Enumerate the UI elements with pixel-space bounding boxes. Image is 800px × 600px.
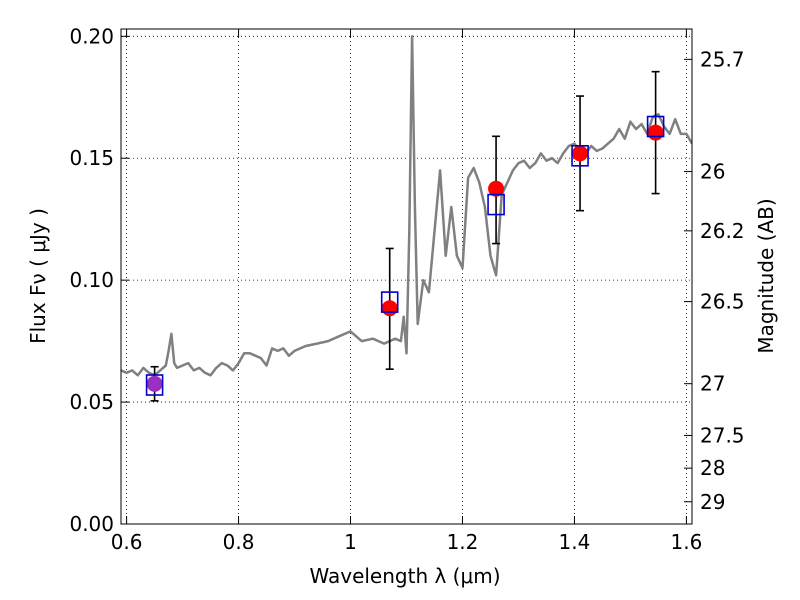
plot-frame [120,28,693,525]
mag-tick-label: 25.7 [700,47,745,71]
mag-tick-label: 27 [700,372,725,396]
y-tick-label: 0.05 [69,390,114,414]
observed-point [488,180,505,197]
data-layer [121,35,692,377]
x-tick-label: 0.8 [223,530,255,554]
model-box [571,144,589,167]
x-axis-label: Wavelength λ (μm) [309,564,500,588]
axes: 0.6 0.8 1 1.2 1.4 1.6 0.00 0.05 0.10 0.15 0.20 25.7… [69,24,744,554]
x-tick-label: 0.6 [111,530,143,554]
y-tick-label: 0.20 [69,24,114,48]
observed-point [146,375,163,392]
model-box [487,193,505,216]
mag-tick-label: 26 [700,160,725,184]
observed-point [572,145,589,162]
right-axis-label: Magnitude (AB) [754,198,778,353]
error-bars [145,70,665,402]
grid [121,29,692,525]
y-tick-label: 0.00 [69,512,114,536]
observed-point [381,300,398,317]
observed-point [647,124,664,141]
model-box [145,374,164,396]
model-box [380,291,399,313]
x-tick-label: 1 [344,530,357,554]
mag-tick-label: 26.2 [700,219,745,243]
mag-tick-label: 28 [700,456,725,480]
x-tick-label: 1.2 [447,530,479,554]
model-box [646,115,665,138]
mag-tick-label: 29 [700,490,725,514]
x-tick-label: 1.4 [559,530,591,554]
y-tick-label: 0.10 [69,268,114,292]
x-tick-label: 1.6 [670,530,702,554]
y-tick-label: 0.15 [69,146,114,170]
plot-area [121,29,692,524]
spectrum-line [121,35,692,377]
mag-tick-label: 27.5 [700,423,745,447]
y-axis-label: Flux Fν ( μJy ) [26,208,50,344]
mag-tick-label: 26.5 [700,290,745,314]
